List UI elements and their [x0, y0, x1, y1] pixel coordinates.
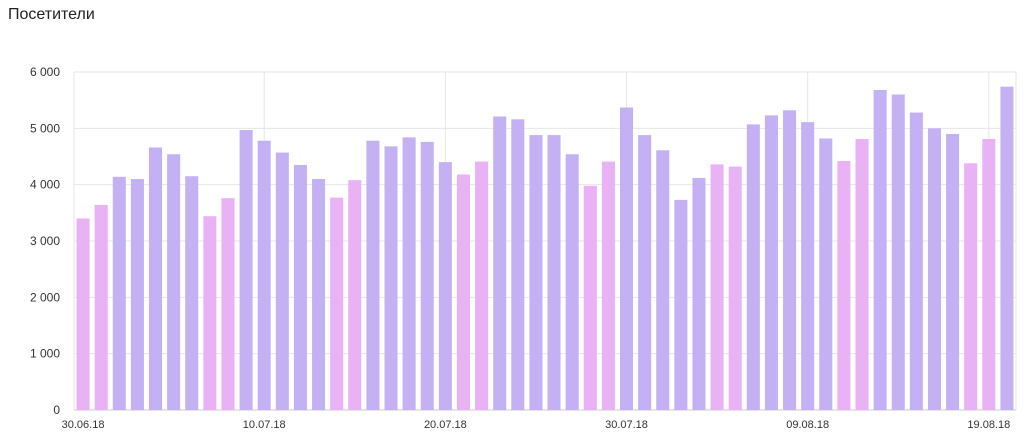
bar-11.08.18[interactable] — [837, 161, 851, 410]
bar-19.08.18[interactable] — [982, 139, 996, 410]
bar-07.08.18[interactable] — [764, 115, 778, 411]
bar-18.07.18[interactable] — [402, 137, 416, 410]
bar-13.08.18[interactable] — [873, 90, 887, 410]
bar-20.07.18[interactable] — [438, 162, 452, 410]
bar-02.07.18[interactable] — [112, 176, 126, 410]
x-tick-label: 09.08.18 — [786, 419, 829, 431]
bar-30.06.18[interactable] — [76, 218, 90, 410]
bar-15.07.18[interactable] — [348, 180, 362, 410]
bar-29.07.18[interactable] — [601, 161, 615, 410]
bar-24.07.18[interactable] — [511, 119, 525, 410]
y-tick-label: 3 000 — [30, 234, 60, 248]
bar-04.08.18[interactable] — [710, 164, 724, 410]
bar-25.07.18[interactable] — [529, 135, 543, 411]
bar-01.08.18[interactable] — [656, 150, 670, 410]
bar-06.07.18[interactable] — [185, 176, 199, 410]
x-tick-label: 19.08.18 — [967, 419, 1010, 431]
bar-13.07.18[interactable] — [312, 179, 326, 410]
bar-05.07.18[interactable] — [167, 154, 181, 410]
bar-23.07.18[interactable] — [493, 116, 507, 411]
bar-03.08.18[interactable] — [692, 177, 706, 410]
bar-20.08.18[interactable] — [1000, 86, 1014, 410]
bar-17.07.18[interactable] — [384, 146, 398, 411]
bar-11.07.18[interactable] — [275, 152, 289, 410]
bar-10.08.18[interactable] — [819, 138, 833, 410]
bar-05.08.18[interactable] — [728, 166, 742, 410]
bar-26.07.18[interactable] — [547, 135, 561, 411]
bar-09.07.18[interactable] — [239, 130, 253, 411]
bar-10.07.18[interactable] — [257, 140, 271, 410]
bar-09.08.18[interactable] — [801, 122, 815, 411]
bar-07.07.18[interactable] — [203, 216, 217, 410]
bar-19.07.18[interactable] — [420, 141, 434, 410]
x-tick-label: 30.06.18 — [62, 419, 105, 431]
bar-04.07.18[interactable] — [148, 147, 163, 410]
bar-15.08.18[interactable] — [909, 112, 923, 410]
bar-02.08.18[interactable] — [674, 199, 688, 410]
bar-21.07.18[interactable] — [456, 174, 471, 410]
y-tick-label: 5 000 — [30, 121, 60, 135]
bar-27.07.18[interactable] — [565, 154, 579, 410]
bar-31.07.18[interactable] — [638, 135, 652, 411]
bar-16.07.18[interactable] — [366, 140, 380, 410]
bar-08.07.18[interactable] — [221, 198, 235, 410]
y-tick-label: 1 000 — [30, 347, 60, 361]
bar-14.08.18[interactable] — [891, 94, 905, 411]
bar-06.08.18[interactable] — [746, 124, 760, 410]
bar-16.08.18[interactable] — [927, 128, 942, 411]
x-tick-label: 10.07.18 — [243, 419, 286, 431]
bar-01.07.18[interactable] — [94, 204, 108, 410]
bar-08.08.18[interactable] — [783, 110, 797, 410]
bar-12.08.18[interactable] — [855, 139, 869, 410]
bar-22.07.18[interactable] — [475, 161, 489, 410]
bar-18.08.18[interactable] — [964, 163, 978, 410]
bar-03.07.18[interactable] — [130, 179, 144, 410]
bar-17.08.18[interactable] — [946, 133, 960, 410]
bar-12.07.18[interactable] — [293, 164, 307, 410]
y-tick-label: 0 — [53, 403, 60, 417]
y-tick-label: 4 000 — [30, 178, 60, 192]
y-tick-label: 6 000 — [30, 65, 60, 79]
y-tick-label: 2 000 — [30, 290, 60, 304]
bar-28.07.18[interactable] — [583, 185, 597, 410]
bar-14.07.18[interactable] — [330, 197, 344, 410]
x-tick-label: 30.07.18 — [605, 419, 648, 431]
chart-title: Посетители — [8, 6, 95, 23]
x-tick-label: 20.07.18 — [424, 419, 467, 431]
bar-30.07.18[interactable] — [619, 107, 634, 411]
